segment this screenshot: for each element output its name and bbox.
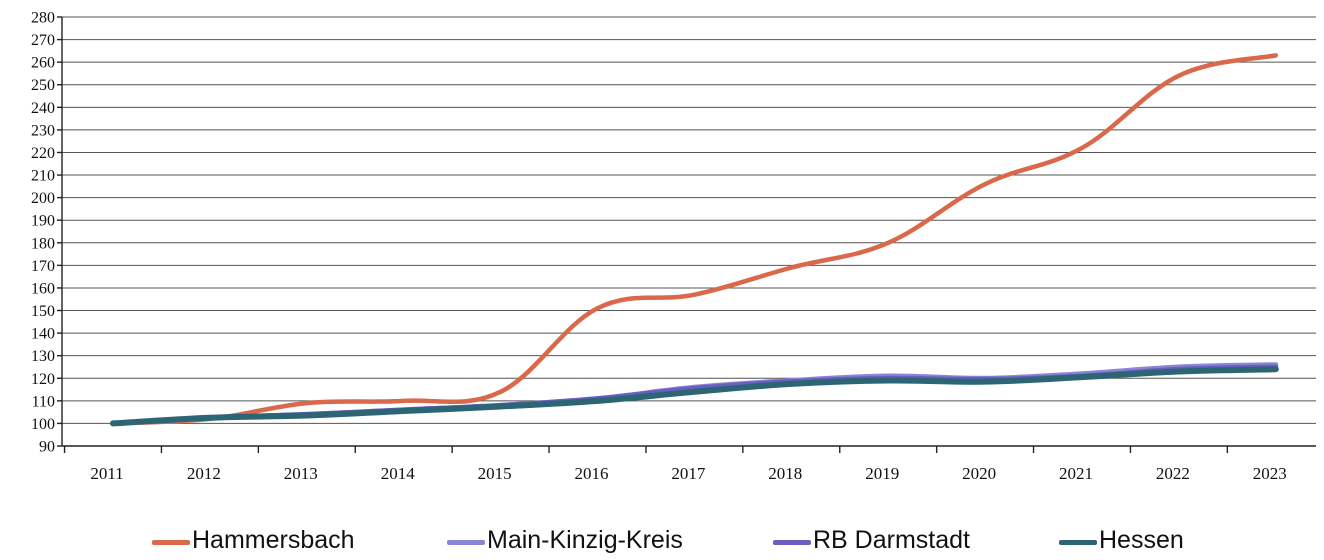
series-line-hessen — [110, 366, 1279, 427]
legend-swatch-main-kinzig-kreis — [447, 539, 485, 545]
series-lines — [110, 53, 1279, 427]
legend-item-main-kinzig-kreis: Main-Kinzig-Kreis — [447, 520, 683, 560]
x-tick-label: 2016 — [575, 464, 609, 483]
legend-item-rb-darmstadt: RB Darmstadt — [773, 520, 970, 560]
series-line-hammersbach — [110, 53, 1279, 426]
legend-label: Hessen — [1099, 525, 1184, 554]
y-tick-label: 140 — [31, 326, 55, 343]
y-tick-label: 270 — [31, 32, 55, 49]
x-tick-label: 2011 — [90, 464, 123, 483]
legend-swatch-hammersbach — [152, 539, 190, 545]
x-tick-label: 2012 — [187, 464, 221, 483]
y-tick-label: 150 — [31, 303, 55, 320]
y-tick-label: 100 — [31, 416, 55, 433]
legend-swatch-hessen — [1059, 539, 1097, 545]
line-chart: 90 100 110 120 130 140 150 160 170 180 190 200 210 22… — [31, 10, 1316, 483]
y-tick-label: 250 — [31, 77, 55, 94]
x-tick-label: 2021 — [1059, 464, 1093, 483]
y-tick-label: 190 — [31, 213, 55, 230]
legend-item-hammersbach: Hammersbach — [152, 520, 355, 560]
y-tick-label: 220 — [31, 145, 55, 162]
x-tick-label: 2018 — [768, 464, 802, 483]
y-tick-label: 280 — [31, 10, 55, 27]
x-tick-label: 2015 — [478, 464, 512, 483]
legend-label: Hammersbach — [192, 525, 355, 554]
y-tick-label: 200 — [31, 190, 55, 207]
y-tick-label: 130 — [31, 348, 55, 365]
gridlines — [61, 16, 1316, 447]
x-tick-label: 2017 — [671, 464, 706, 483]
legend: Hammersbach Main-Kinzig-Kreis RB Darmsta… — [0, 520, 1324, 560]
y-tick-label: 230 — [31, 122, 55, 139]
x-tick-label: 2023 — [1253, 464, 1287, 483]
legend-swatch-rb-darmstadt — [773, 539, 811, 545]
y-tick-label: 210 — [31, 168, 55, 185]
x-tick-label: 2019 — [865, 464, 899, 483]
y-tick-label: 240 — [31, 100, 55, 117]
legend-label: RB Darmstadt — [813, 525, 970, 554]
x-tick-label: 2020 — [962, 464, 996, 483]
legend-label: Main-Kinzig-Kreis — [487, 525, 683, 554]
y-tick-label: 120 — [31, 371, 55, 388]
x-tick-label: 2014 — [381, 464, 416, 483]
x-tick-label: 2022 — [1156, 464, 1190, 483]
x-axis-ticks: 2011 2012 2013 2014 2015 2016 2017 2018 2019 2020… — [63, 446, 1287, 483]
y-tick-label: 170 — [31, 258, 55, 275]
y-tick-label: 180 — [31, 235, 55, 252]
legend-item-hessen: Hessen — [1059, 520, 1184, 560]
y-axis-ticks: 90 100 110 120 130 140 150 160 170 180 190 200 210 22… — [31, 10, 62, 456]
y-tick-label: 90 — [39, 439, 55, 456]
y-tick-label: 160 — [31, 280, 55, 297]
y-tick-label: 110 — [32, 393, 55, 410]
y-tick-label: 260 — [31, 55, 55, 72]
x-tick-label: 2013 — [284, 464, 318, 483]
